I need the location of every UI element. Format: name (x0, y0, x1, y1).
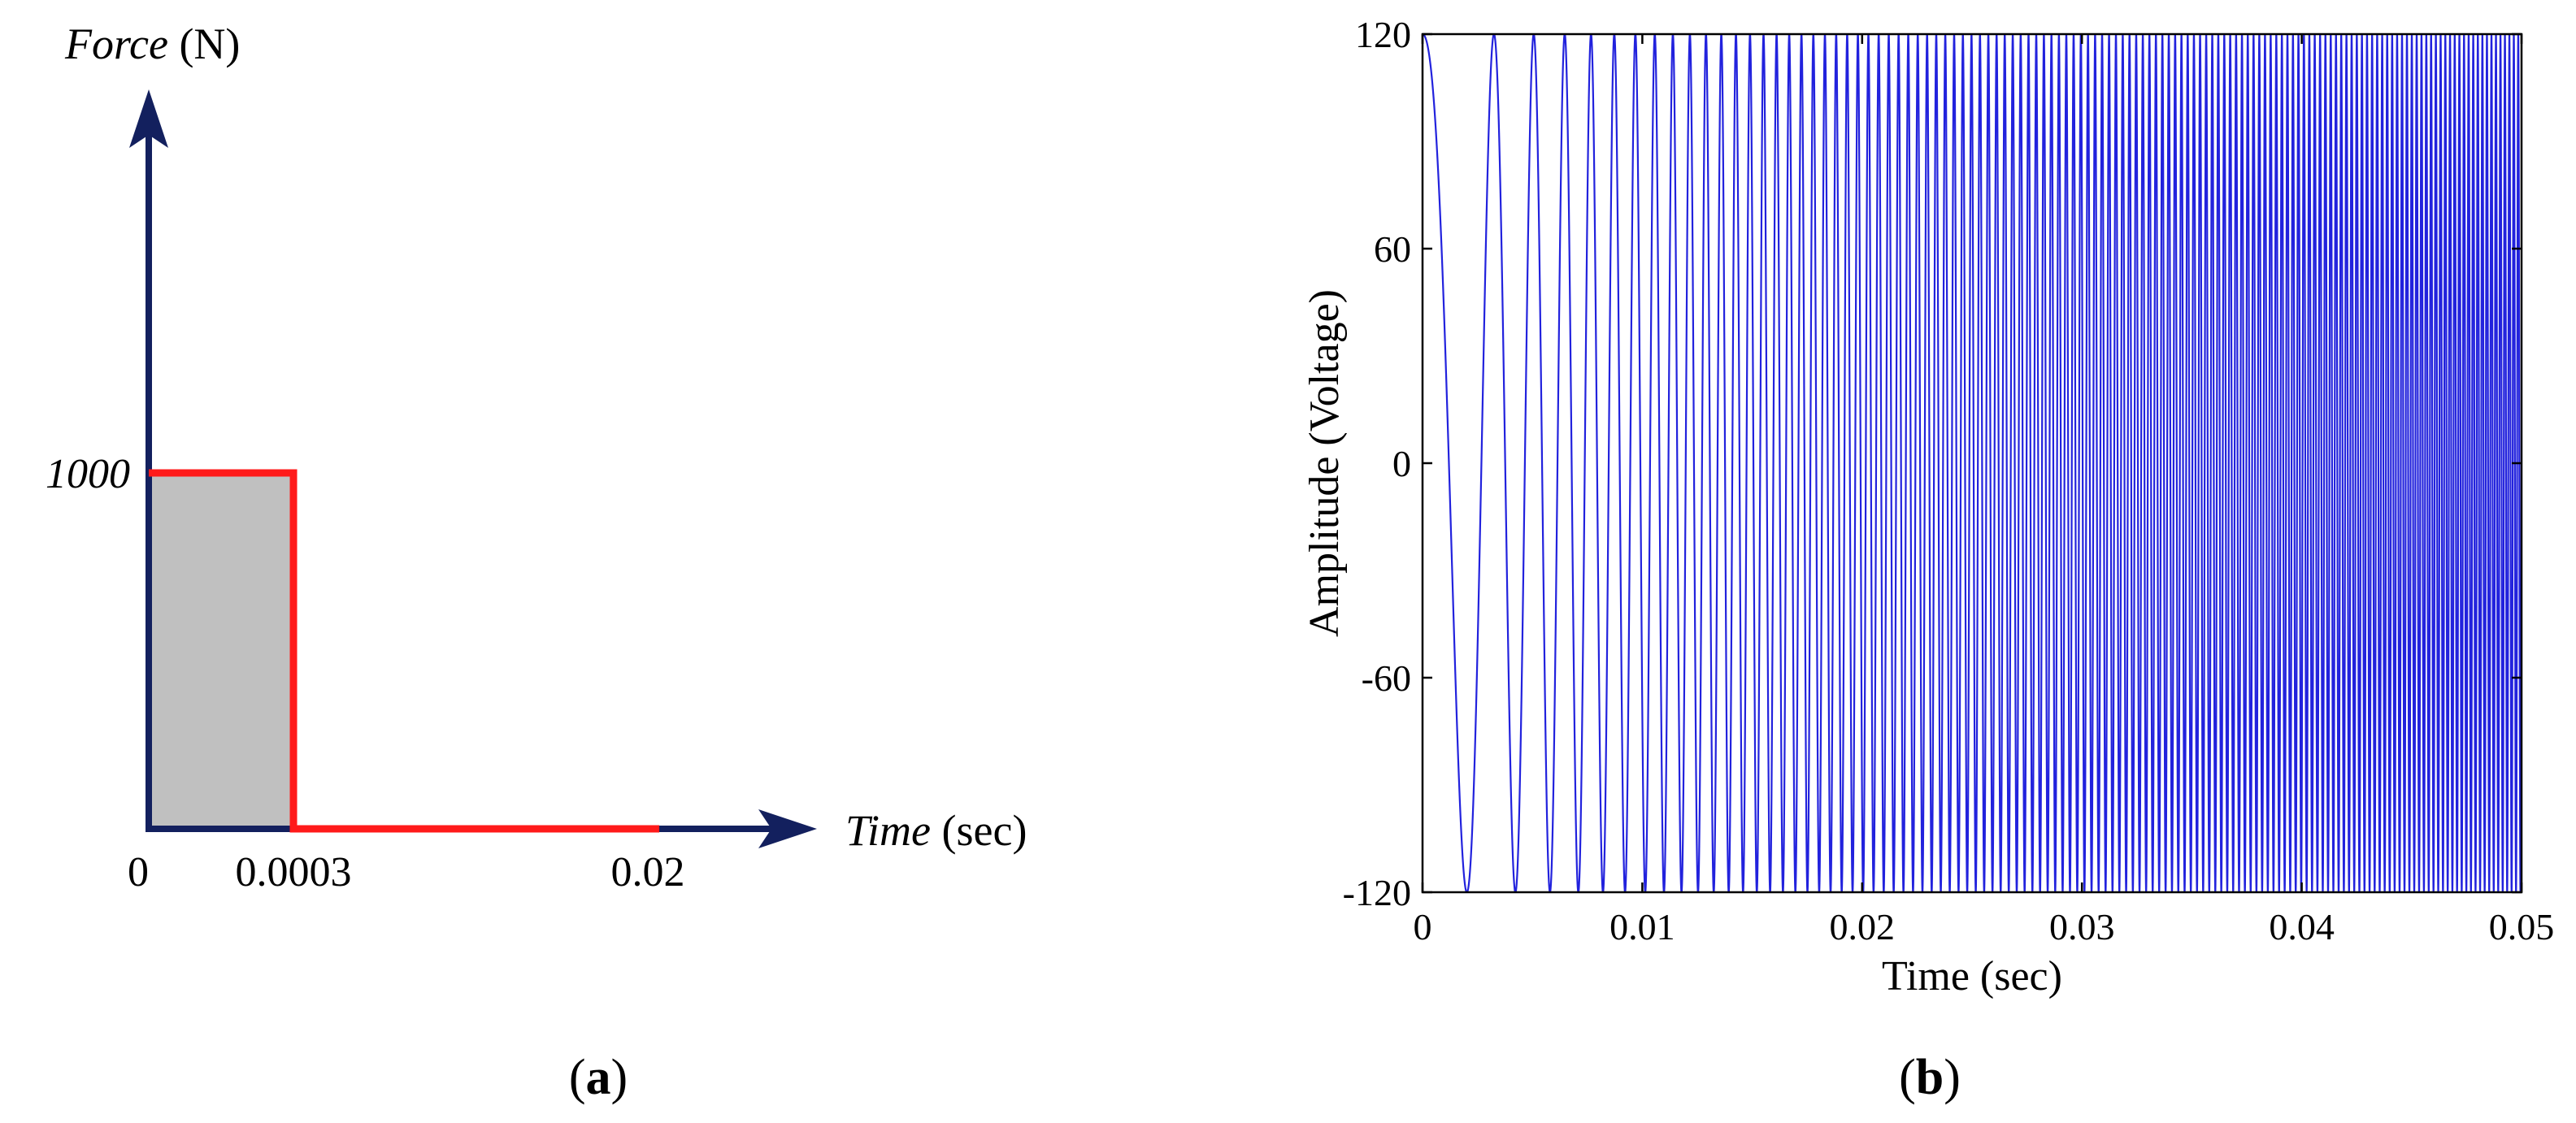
a-x-axis-arrowhead (758, 809, 817, 848)
a-origin-label: 0 (128, 849, 149, 895)
b-y-tick-label: -60 (1362, 657, 1411, 699)
panel-a-force-pulse: Force (N) Time (sec) 0 0.0003 0.02 1000 … (46, 20, 1027, 1105)
b-x-ticks: 0 0.01 0.02 0.03 0.04 0.05 (1414, 34, 2555, 947)
b-y-ticks: -120 -60 0 60 120 (1343, 14, 2522, 913)
a-x-tick-label: 0.02 (611, 849, 685, 895)
panel-a-label: (a) (569, 1050, 628, 1105)
a-x-axis-title: Time (sec) (845, 806, 1027, 855)
b-x-axis-title: Time (sec) (1882, 953, 2062, 999)
b-x-tick-label: 0.03 (2049, 906, 2115, 947)
panel-b-chirp-signal: 0 0.01 0.02 0.03 0.04 0.05 -120 -60 0 60 120 Time… (1301, 14, 2554, 1105)
b-x-tick-label: 0 (1414, 906, 1432, 947)
b-y-tick-label: 0 (1392, 443, 1411, 484)
b-x-tick-label: 0.02 (1830, 906, 1896, 947)
a-y-tick-label: 1000 (46, 451, 130, 497)
panel-b-label: (b) (1899, 1050, 1961, 1105)
b-x-tick-label: 0.04 (2269, 906, 2335, 947)
b-y-tick-label: -120 (1343, 872, 1411, 913)
chirp-signal-line (1423, 34, 2522, 892)
a-x-tick-label: 0.0003 (236, 849, 352, 895)
pulse-area-fill (149, 473, 293, 829)
b-y-tick-label: 120 (1355, 14, 1411, 55)
force-pulse-line (149, 469, 659, 833)
b-x-tick-label: 0.05 (2489, 906, 2555, 947)
b-y-axis-title: Amplitude (Voltage) (1301, 289, 1348, 637)
b-y-tick-label: 60 (1374, 228, 1411, 270)
b-x-tick-label: 0.01 (1609, 906, 1675, 947)
a-y-axis-title: Force (N) (64, 20, 240, 68)
a-y-axis-arrowhead (129, 89, 168, 148)
